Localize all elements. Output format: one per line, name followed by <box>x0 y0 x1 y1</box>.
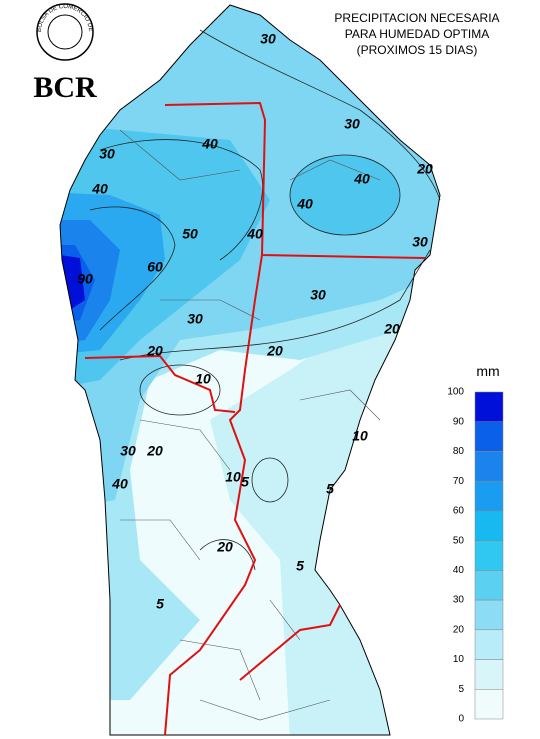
legend-label: 20 <box>453 624 465 635</box>
legend-label: 90 <box>453 416 465 427</box>
logo-text: BCR <box>33 71 97 104</box>
legend-swatch <box>474 391 504 422</box>
title-line: (PROXIMOS 15 DIAS) <box>357 43 478 57</box>
legend-label: 40 <box>453 565 465 576</box>
contour-label: 20 <box>146 343 163 359</box>
legend-swatch <box>474 599 504 631</box>
legend-title: mm <box>476 363 499 379</box>
contour-label: 20 <box>416 161 433 177</box>
legend-swatch <box>474 540 504 571</box>
contour-label: 40 <box>91 181 108 197</box>
contour-label: 30 <box>412 234 428 250</box>
contour-label: 30 <box>99 146 115 162</box>
legend-label: 10 <box>453 654 465 665</box>
legend-swatch <box>474 510 504 541</box>
legend-label: 30 <box>453 595 465 606</box>
contour-label: 10 <box>225 469 241 485</box>
title-line: PARA HUMEDAD OPTIMA <box>345 27 489 41</box>
contour-label: 30 <box>120 443 136 459</box>
contour-label: 20 <box>216 539 233 555</box>
contour-label: 5 <box>326 481 334 497</box>
title-line: PRECIPITACION NECESARIA <box>334 11 499 25</box>
legend-swatch <box>474 480 504 512</box>
department-lines <box>119 129 381 721</box>
legend-swatch <box>474 570 504 601</box>
contour-label: 20 <box>383 321 400 337</box>
isolines <box>89 29 441 571</box>
contour-label: 20 <box>266 343 283 359</box>
contour-label: 20 <box>146 443 163 459</box>
legend-label: 0 <box>458 714 464 725</box>
legend-swatch <box>474 659 504 690</box>
legend-label: 60 <box>453 506 465 517</box>
legend-swatch <box>474 689 504 720</box>
legend-label: 5 <box>458 684 464 695</box>
contour-label: 10 <box>195 371 211 387</box>
legend-label: 50 <box>453 535 465 546</box>
contour-label: 30 <box>310 287 326 303</box>
contour-label: 40 <box>111 476 128 492</box>
legend-label: 80 <box>453 446 465 457</box>
contour-label: 5 <box>296 558 304 574</box>
contour-label: 10 <box>352 428 368 444</box>
contour-label: 90 <box>77 271 93 287</box>
contour-label: 40 <box>353 171 370 187</box>
contour-label: 60 <box>147 259 163 275</box>
contour-label: 50 <box>182 226 198 242</box>
contour-label: 30 <box>187 311 203 327</box>
contour-labels: 30 30 40 30 20 40 40 40 50 40 30 60 90 30 30 20 20 20 10 10… <box>77 31 433 612</box>
legend-swatch <box>474 629 504 660</box>
contour-label: 40 <box>246 226 263 242</box>
contour-label: 5 <box>156 596 164 612</box>
legend-swatch <box>474 451 504 482</box>
province-borders <box>84 101 426 736</box>
contour-label: 5 <box>241 474 249 490</box>
legend-swatch <box>474 421 504 452</box>
contour-label: 40 <box>296 196 313 212</box>
contour-label: 40 <box>201 136 218 152</box>
contour-label: 30 <box>260 31 276 47</box>
legend-label: 70 <box>453 476 465 487</box>
legend-label: 100 <box>447 387 464 398</box>
contour-label: 30 <box>344 116 360 132</box>
